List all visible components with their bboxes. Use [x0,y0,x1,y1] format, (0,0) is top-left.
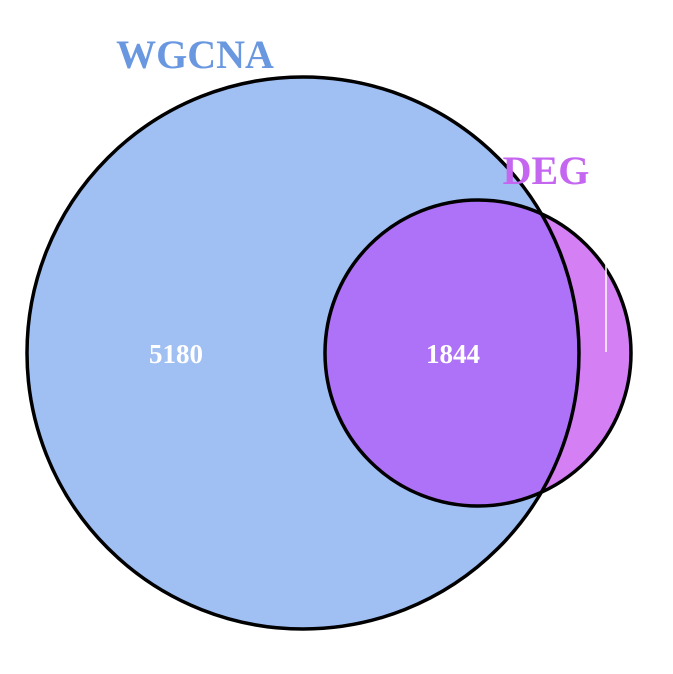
intersection-count: 1844 [426,339,480,369]
intersection-region [325,200,579,506]
deg-set-label: DEG [503,148,590,193]
wgcna-only-count: 5180 [149,339,203,369]
wgcna-set-outline [25,75,581,631]
wgcna-set-label: WGCNA [116,32,274,77]
deg-set-outline [323,198,633,508]
